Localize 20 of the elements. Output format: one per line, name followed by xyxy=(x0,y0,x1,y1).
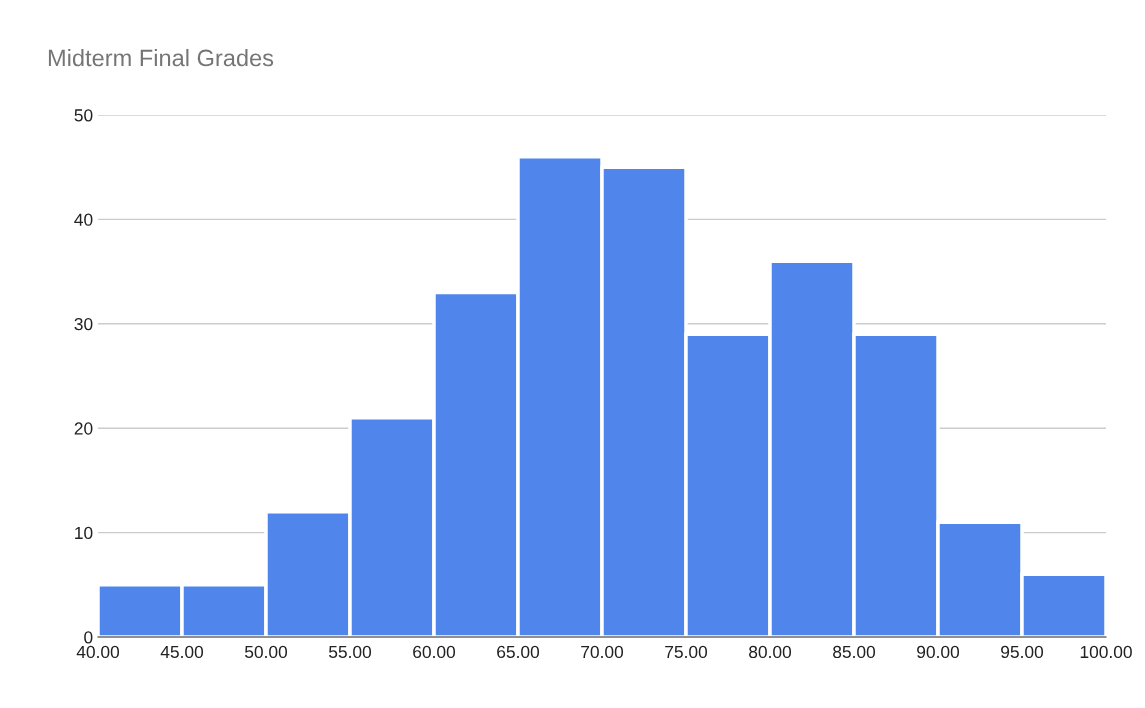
x-tick-label: 80.00 xyxy=(749,645,792,659)
x-tick-label: 95.00 xyxy=(1001,645,1044,659)
x-tick-label: 65.00 xyxy=(497,645,540,659)
x-tick-label: 90.00 xyxy=(917,645,960,659)
x-tick-label: 70.00 xyxy=(581,645,624,659)
x-tick-label: 55.00 xyxy=(328,645,372,659)
x-tick-label: 100.00 xyxy=(1080,645,1132,659)
x-tick-label: 60.00 xyxy=(413,645,456,659)
x-tick-label: 75.00 xyxy=(665,645,708,659)
y-tick-label: 10 xyxy=(75,526,93,540)
y-tick-label: 20 xyxy=(74,422,93,435)
y-tick-label: 30 xyxy=(74,317,93,331)
x-tick-label: 45.00 xyxy=(160,645,204,659)
y-tick-label: 40 xyxy=(74,213,93,226)
x-tick-label: 85.00 xyxy=(833,645,876,659)
y-tick-label: 0 xyxy=(84,631,93,644)
chart-title: Midterm Final Grades xyxy=(48,49,274,67)
x-tick-label: 40.00 xyxy=(76,645,120,659)
y-tick-label: 50 xyxy=(74,109,93,122)
x-tick-label: 50.00 xyxy=(244,645,288,659)
